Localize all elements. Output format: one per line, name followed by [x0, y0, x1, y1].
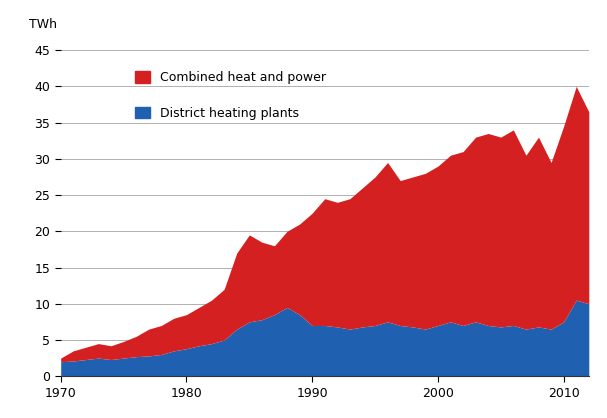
- Legend: Combined heat and power, District heating plants: Combined heat and power, District heatin…: [131, 66, 331, 125]
- Text: TWh: TWh: [29, 18, 57, 31]
